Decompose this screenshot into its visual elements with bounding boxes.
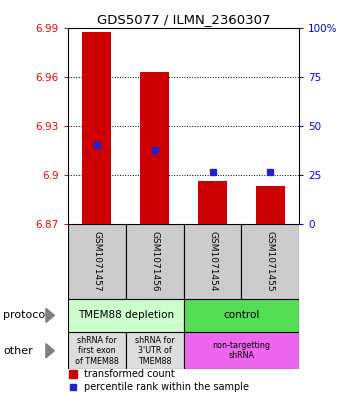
Title: GDS5077 / ILMN_2360307: GDS5077 / ILMN_2360307 (97, 13, 270, 26)
Text: other: other (3, 346, 33, 356)
Bar (198, 182, 227, 224)
Text: GSM1071455: GSM1071455 (266, 231, 275, 292)
Text: GSM1071457: GSM1071457 (92, 231, 101, 292)
Bar (126, 332, 184, 369)
Bar (140, 72, 169, 224)
Text: shRNA for
first exon
of TMEM88: shRNA for first exon of TMEM88 (75, 336, 119, 365)
Bar (184, 299, 299, 332)
Text: non-targetting
shRNA: non-targetting shRNA (212, 341, 270, 360)
Text: GSM1071456: GSM1071456 (150, 231, 159, 292)
Bar (68, 332, 126, 369)
Bar (126, 224, 184, 299)
Bar (82, 33, 112, 224)
Bar (184, 224, 241, 299)
Text: shRNA for
3'UTR of
TMEM88: shRNA for 3'UTR of TMEM88 (135, 336, 174, 365)
Bar (68, 299, 184, 332)
Bar (184, 332, 299, 369)
Bar (241, 224, 299, 299)
Text: TMEM88 depletion: TMEM88 depletion (78, 310, 174, 320)
Text: transformed count: transformed count (84, 369, 175, 379)
Text: control: control (223, 310, 259, 320)
Bar (256, 186, 285, 224)
Bar (68, 224, 126, 299)
Text: protocol: protocol (3, 310, 49, 320)
Text: GSM1071454: GSM1071454 (208, 231, 217, 292)
Text: percentile rank within the sample: percentile rank within the sample (84, 382, 249, 392)
